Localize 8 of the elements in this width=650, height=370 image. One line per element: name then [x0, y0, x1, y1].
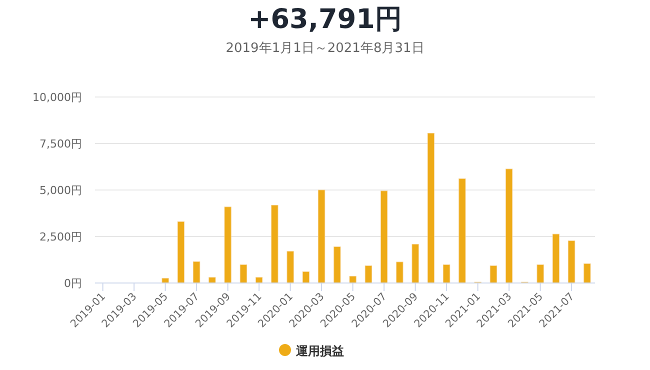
y-tick-label: 0円	[64, 277, 82, 290]
y-tick-label: 10,000円	[32, 91, 82, 104]
chart-title: +63,791円	[248, 4, 402, 35]
y-tick-label: 5,000円	[40, 184, 82, 197]
y-tick-label: 2,500円	[40, 230, 82, 244]
legend-label: 運用損益	[295, 344, 344, 358]
chart-subtitle: 2019年1月1日～2021年8月31日	[226, 41, 424, 56]
y-tick-label: 7,500円	[40, 138, 82, 150]
